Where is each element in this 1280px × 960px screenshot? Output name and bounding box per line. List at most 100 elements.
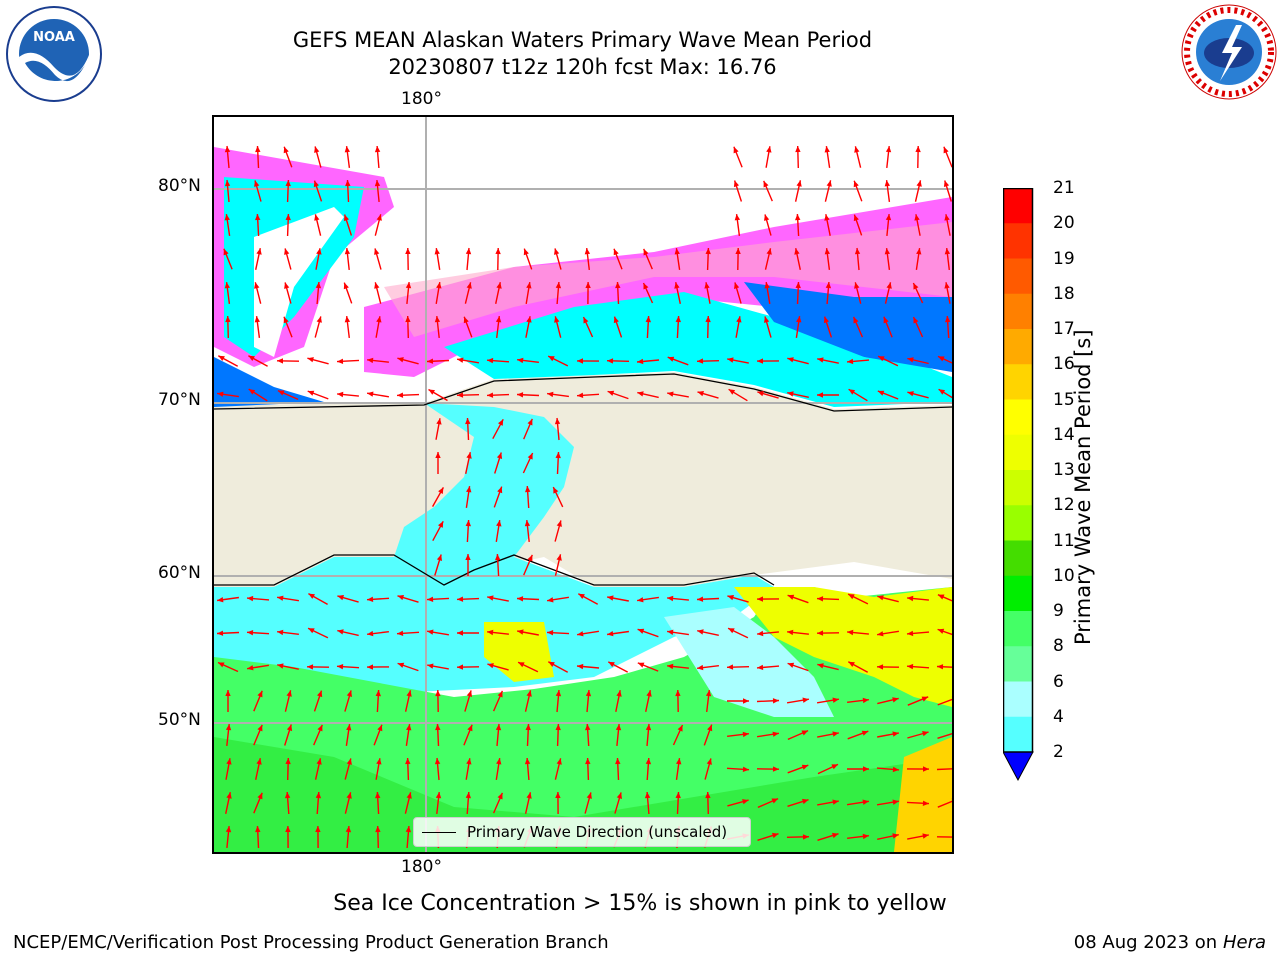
wave-arrow-head	[848, 661, 855, 667]
wave-arrow-head	[457, 630, 463, 636]
wave-arrow-head	[284, 248, 290, 255]
colorbar-segment	[1003, 293, 1033, 330]
wave-arrow-head	[943, 180, 950, 187]
wave-arrow-head	[405, 826, 412, 833]
wave-arrow-head	[637, 628, 645, 634]
wave-arrow-head	[772, 766, 779, 772]
wave-arrow-head	[526, 792, 532, 799]
wave-arrow-head	[795, 146, 801, 153]
wave-arrow-head	[675, 316, 681, 323]
wave-arrow-head	[526, 282, 532, 289]
wave-arrow-head	[615, 758, 621, 765]
colorbar-tick-label: 12	[1053, 495, 1075, 516]
wave-arrow-head	[286, 724, 293, 732]
wave-arrow-head	[496, 758, 502, 765]
wave-arrow-head	[314, 146, 320, 153]
wave-arrow-head	[254, 282, 260, 289]
wave-arrow-head	[771, 798, 779, 804]
wave-arrow-head	[707, 724, 713, 732]
wave-arrow-head	[916, 180, 922, 187]
wave-arrow-head	[824, 146, 830, 153]
wave-arrow-head	[674, 282, 680, 289]
wave-arrow-head	[937, 594, 945, 600]
wave-arrow-head	[255, 826, 261, 833]
wave-arrow-head	[825, 282, 832, 289]
wave-arrow-head	[313, 180, 319, 188]
wave-arrow-head	[766, 146, 772, 153]
wave-arrow-head	[892, 799, 899, 805]
wave-arrow-head	[555, 690, 562, 697]
wave-arrow-head	[466, 758, 472, 765]
wave-arrow-head	[517, 392, 524, 398]
wave-arrow-head	[577, 631, 584, 637]
wave-arrow-head	[907, 391, 914, 397]
wave-arrow-head	[584, 248, 591, 255]
wave-arrow-head	[734, 282, 740, 289]
wave-arrow-head	[427, 663, 434, 669]
wave-arrow-head	[257, 690, 263, 698]
wave-arrow-head	[467, 724, 473, 732]
wave-arrow-head	[757, 664, 764, 671]
wave-arrow-head	[615, 724, 622, 731]
wave-arrow-head	[884, 248, 890, 255]
wave-arrow-head	[526, 316, 532, 323]
wave-arrow-head	[616, 792, 622, 799]
wave-arrow-head	[226, 792, 232, 799]
wave-arrow-head	[907, 357, 914, 363]
wave-arrow-head	[704, 282, 710, 289]
wave-arrow-head	[922, 800, 929, 806]
wave-arrow-head	[345, 826, 352, 833]
wave-arrow-head	[466, 690, 472, 697]
wave-arrow-head	[772, 832, 779, 839]
wave-arrow-head	[517, 357, 524, 364]
wave-arrow-head	[457, 664, 463, 670]
wave-arrow-head	[256, 758, 262, 765]
wave-arrow-head	[853, 214, 859, 222]
wave-arrow-head	[862, 799, 869, 805]
wave-arrow-head	[436, 418, 442, 425]
wave-arrow-head	[766, 248, 772, 255]
wave-arrow-head	[435, 690, 441, 697]
wave-arrow-head	[824, 214, 830, 221]
wave-arrow-head	[817, 392, 823, 398]
footer-date-text: 08 Aug 2023 on	[1073, 932, 1218, 953]
wave-arrow-head	[218, 355, 225, 361]
wave-arrow-head	[697, 391, 704, 397]
wave-arrow-head	[405, 248, 411, 254]
wave-arrow-head	[577, 663, 584, 670]
colorbar-tick-label: 15	[1053, 389, 1075, 410]
wave-arrow-head	[667, 629, 674, 635]
wave-arrow-head	[346, 690, 352, 697]
wave-arrow-head	[646, 690, 652, 697]
wave-arrow-head	[498, 419, 504, 426]
wave-arrow-head	[257, 792, 263, 800]
wave-arrow-head	[495, 316, 502, 323]
wave-arrow-head	[705, 316, 711, 323]
wave-arrow-head	[283, 316, 289, 324]
wave-arrow-head	[801, 764, 809, 770]
colorbar-segment	[1003, 470, 1033, 506]
wave-arrow-head	[736, 316, 742, 323]
wave-arrow-head	[495, 724, 502, 731]
wave-arrow-head	[667, 595, 674, 602]
wave-arrow-head	[428, 389, 435, 395]
wave-arrow-head	[802, 798, 809, 805]
wave-arrow-head	[525, 486, 531, 493]
wave-arrow-head	[225, 724, 232, 731]
wave-arrow-head	[435, 792, 442, 799]
wave-arrow-head	[525, 724, 531, 731]
wave-arrow-head	[397, 392, 404, 398]
wave-arrow-head	[277, 358, 283, 364]
wave-arrow-head	[367, 391, 374, 397]
wave-arrow-head	[938, 389, 946, 395]
wave-arrow-head	[697, 358, 704, 364]
wave-arrow-head	[308, 628, 315, 634]
wave-arrow-head	[285, 758, 291, 765]
wave-arrow-head	[406, 724, 412, 731]
wave-arrow-head	[465, 418, 471, 425]
legend-label: Primary Wave Direction (unscaled)	[467, 823, 728, 841]
wave-arrow-head	[945, 316, 951, 323]
wave-arrow-head	[742, 766, 749, 772]
wave-arrow-head	[554, 418, 561, 425]
wave-arrow-head	[697, 629, 704, 635]
